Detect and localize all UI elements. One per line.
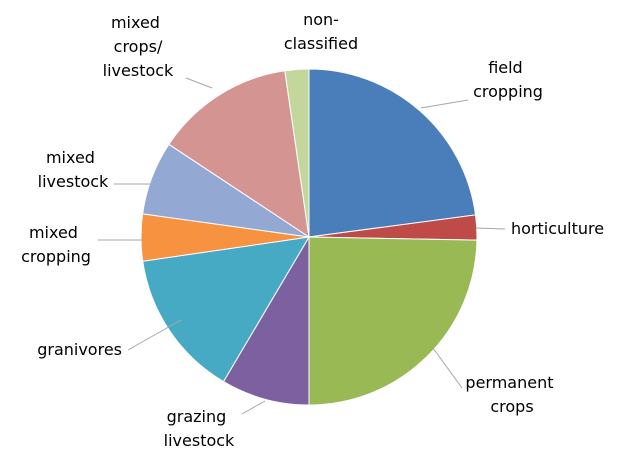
leader-line bbox=[241, 400, 266, 415]
label-line: cropping bbox=[473, 82, 543, 101]
label-line: granivores bbox=[37, 340, 122, 359]
label-line: mixed bbox=[46, 148, 100, 167]
slice-label: mixed livestock bbox=[38, 148, 109, 191]
slice-label: field cropping bbox=[473, 58, 543, 101]
pie-slice bbox=[168, 70, 310, 239]
pie-slice bbox=[308, 236, 478, 406]
pie-slice bbox=[222, 235, 310, 406]
label-line: livestock bbox=[38, 172, 109, 191]
label-line: permanent bbox=[465, 373, 558, 392]
slice-label: mixed cropping bbox=[21, 223, 91, 266]
pie-slice bbox=[142, 236, 310, 383]
slice-label: non-classified bbox=[284, 10, 358, 53]
label-line: field bbox=[488, 58, 528, 77]
label-line: horticulture bbox=[511, 219, 604, 238]
label-line: classified bbox=[284, 34, 358, 53]
label-line: livestock bbox=[164, 431, 235, 449]
leader-line bbox=[185, 77, 213, 89]
label-line: crops/ bbox=[114, 37, 163, 56]
label-line: cropping bbox=[21, 247, 91, 266]
slice-label: granivores bbox=[37, 340, 122, 359]
label-line: grazing bbox=[167, 407, 232, 426]
slice-label: permanent crops bbox=[465, 373, 558, 416]
leader-line bbox=[432, 347, 463, 389]
leader-line bbox=[475, 227, 506, 230]
pie-slice bbox=[284, 68, 310, 238]
label-line: mixed bbox=[29, 223, 83, 242]
slice-label: grazing livestock bbox=[164, 407, 235, 449]
label-line: mixed bbox=[111, 13, 165, 32]
leader-line bbox=[420, 99, 469, 109]
label-line: crops bbox=[490, 397, 533, 416]
slice-label: horticulture bbox=[511, 219, 604, 238]
leader-line bbox=[127, 319, 182, 351]
pie-slice bbox=[308, 68, 477, 238]
slice-label: mixed crops/livestock bbox=[103, 13, 174, 80]
label-line: livestock bbox=[103, 61, 174, 80]
label-line: non- bbox=[303, 10, 339, 29]
